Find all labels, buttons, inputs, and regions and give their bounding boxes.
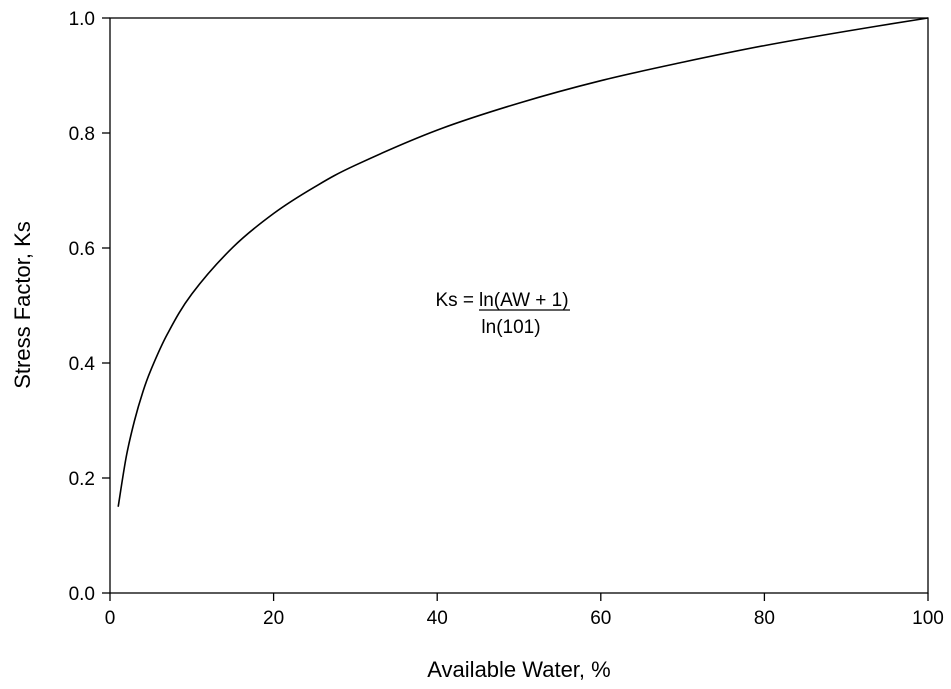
x-tick-label: 100 [912, 608, 944, 629]
x-tick-label: 80 [754, 608, 775, 629]
series-layer [117, 17, 929, 507]
y-tick-label: 0.8 [69, 124, 95, 145]
plot-area [109, 17, 929, 594]
series-line [117, 17, 929, 507]
y-tick-label: 0.6 [69, 239, 95, 260]
formula-denominator: ln(101) [481, 317, 540, 338]
y-axis-title: Stress Factor, Ks [10, 221, 35, 389]
y-tick-label: 0.2 [69, 469, 95, 490]
x-tick-label: 60 [590, 608, 611, 629]
x-tick-label: 0 [105, 608, 116, 629]
y-tick-label: 1.0 [69, 9, 95, 30]
x-axis: 0 20 40 60 80 100 [105, 593, 944, 629]
y-axis: 0.0 0.2 0.4 0.6 0.8 1.0 [69, 9, 110, 605]
plot-frame [109, 17, 929, 594]
x-axis-title: Available Water, % [427, 657, 610, 682]
x-tick-label: 20 [263, 608, 284, 629]
y-tick-label: 0.4 [69, 354, 96, 375]
formula-annotation: Ks = ln(AW + 1) ln(101) [435, 290, 570, 338]
x-tick-label: 40 [427, 608, 448, 629]
formula-numerator: ln(AW + 1) [479, 290, 569, 311]
formula-lhs: Ks = [435, 290, 474, 311]
y-tick-label: 0.0 [69, 584, 95, 605]
